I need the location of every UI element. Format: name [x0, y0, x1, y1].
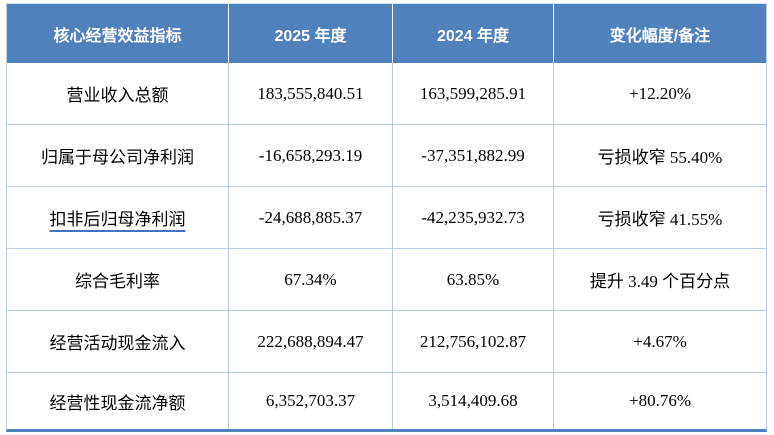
header-cell-2024: 2024 年度	[393, 4, 554, 63]
cell-value-2025: 67.34%	[229, 249, 393, 311]
cell-change: +12.20%	[554, 63, 766, 125]
underlined-indicator-text: 扣非后归母净利润	[49, 210, 186, 229]
cell-value-2025: 183,555,840.51	[229, 63, 393, 125]
cell-indicator: 经营性现金流净额	[7, 373, 229, 429]
financial-indicators-table: 核心经营效益指标 2025 年度 2024 年度 变化幅度/备注 营业收入总额 …	[6, 3, 767, 432]
cell-change: +4.67%	[554, 311, 766, 373]
cell-value-2025: 222,688,894.47	[229, 311, 393, 373]
cell-value-2024: -42,235,932.73	[393, 187, 554, 249]
cell-change: +80.76%	[629, 391, 691, 410]
cell-change: 亏损收窄 55.40%	[554, 125, 766, 187]
cell-value-2024: 63.85%	[393, 249, 554, 311]
cell-value-2025: 6,352,703.37	[229, 373, 393, 429]
cell-indicator: 经营活动现金流入	[7, 311, 229, 373]
cell-indicator: 综合毛利率	[7, 249, 229, 311]
cell-change: 亏损收窄 41.55%	[554, 187, 766, 249]
cell-value-2024: 3,514,409.68	[393, 373, 554, 429]
cell-indicator: 归属于母公司净利润	[7, 125, 229, 187]
cell-value-2024: 163,599,285.91	[393, 63, 554, 125]
cell-value-2024: 212,756,102.87	[393, 311, 554, 373]
header-cell-2025: 2025 年度	[229, 4, 393, 63]
cell-indicator: 营业收入总额	[7, 63, 229, 125]
cell-value-2024: -37,351,882.99	[393, 125, 554, 187]
header-cell-change: 变化幅度/备注	[554, 4, 766, 63]
header-cell-indicator: 核心经营效益指标	[7, 4, 229, 63]
cell-value-2025: -16,658,293.19	[229, 125, 393, 187]
cell-value-2025: -24,688,885.37	[229, 187, 393, 249]
cell-indicator: 扣非后归母净利润	[7, 187, 229, 249]
cell-change: 提升 3.49 个百分点	[554, 249, 766, 311]
